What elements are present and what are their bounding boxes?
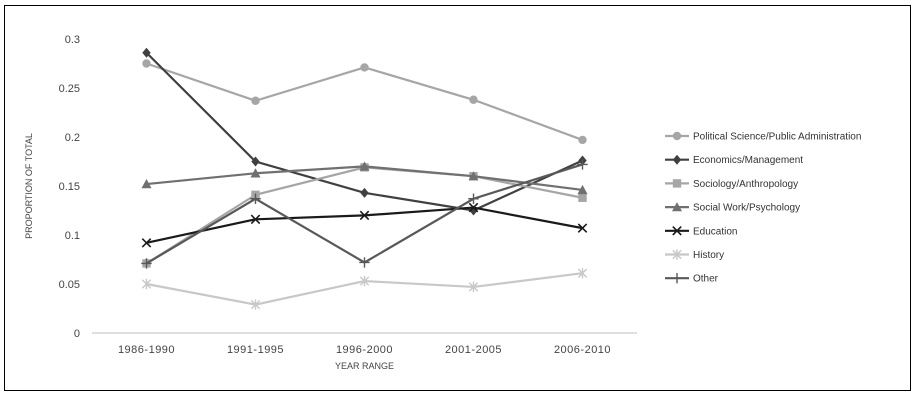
data-point bbox=[468, 171, 479, 181]
legend-entry: Political Science/Public Administration bbox=[665, 132, 861, 143]
line-chart: 0 0.05 0.1 0.15 0.2 0.25 0.3 1986-1990 1991-1995… bbox=[24, 34, 861, 371]
data-point bbox=[577, 223, 588, 233]
series-line bbox=[145, 163, 583, 265]
series-layer bbox=[141, 47, 588, 310]
data-point bbox=[141, 179, 152, 189]
legend-label: Education bbox=[693, 226, 737, 237]
data-point bbox=[250, 214, 261, 225]
y-tick-label: 0.2 bbox=[65, 132, 80, 144]
data-point bbox=[359, 275, 370, 287]
data-point bbox=[468, 281, 479, 293]
data-point bbox=[250, 299, 261, 310]
legend-entry: Other bbox=[665, 273, 719, 285]
data-point bbox=[250, 193, 261, 204]
x-tick-label: 2001-2005 bbox=[445, 344, 502, 356]
legend-entry: Economics/Management bbox=[665, 154, 803, 166]
legend-label: Sociology/Anthropology bbox=[693, 179, 798, 190]
data-point bbox=[142, 47, 151, 58]
legend-marker bbox=[672, 154, 682, 165]
data-point bbox=[468, 202, 479, 213]
legend-entry: History bbox=[665, 249, 724, 261]
legend-marker bbox=[672, 179, 682, 188]
legend-marker bbox=[672, 202, 682, 212]
legend-marker bbox=[672, 226, 682, 236]
series-3 bbox=[141, 161, 588, 195]
data-point bbox=[141, 278, 152, 290]
legend-label: Economics/Management bbox=[693, 155, 803, 166]
series-line bbox=[146, 62, 583, 141]
legend-marker bbox=[671, 273, 683, 284]
x-axis-title: YEAR RANGE bbox=[335, 361, 394, 371]
series-6 bbox=[141, 159, 588, 269]
x-tick-label: 2006-2010 bbox=[554, 344, 611, 356]
data-point bbox=[577, 159, 588, 170]
data-point bbox=[141, 238, 152, 248]
legend-label: Political Science/Public Administration bbox=[693, 132, 861, 143]
series-line bbox=[145, 51, 583, 212]
series-1 bbox=[142, 47, 587, 216]
legend-label: Social Work/Psychology bbox=[693, 203, 800, 214]
legend-entry: Sociology/Anthropology bbox=[665, 179, 798, 190]
chart-frame: 0 0.05 0.1 0.15 0.2 0.25 0.3 1986-1990 1991-1995… bbox=[4, 5, 911, 391]
series-5 bbox=[141, 268, 588, 310]
y-tick-label: 0.25 bbox=[59, 83, 80, 95]
legend: Political Science/Public Administration E… bbox=[665, 132, 861, 285]
data-point bbox=[577, 268, 588, 279]
data-point bbox=[360, 63, 369, 72]
y-tick-label: 0.05 bbox=[59, 279, 80, 291]
y-tick-label: 0.3 bbox=[65, 34, 80, 46]
data-point bbox=[469, 95, 478, 104]
y-axis-title: PROPORTION OF TOTAL bbox=[24, 133, 34, 239]
data-point bbox=[578, 193, 587, 202]
data-point bbox=[359, 257, 370, 268]
data-point bbox=[360, 187, 369, 198]
data-point bbox=[577, 184, 588, 195]
legend-label: Other bbox=[693, 274, 719, 285]
data-point bbox=[359, 210, 370, 221]
data-point bbox=[468, 193, 479, 204]
legend-marker bbox=[672, 131, 682, 141]
data-point bbox=[141, 258, 152, 269]
y-tick-label: 0 bbox=[74, 328, 80, 340]
legend-entry: Social Work/Psychology bbox=[665, 202, 800, 214]
series-0 bbox=[142, 59, 587, 145]
y-tick-label: 0.1 bbox=[65, 230, 80, 242]
data-point bbox=[578, 135, 587, 145]
y-tick-label: 0.15 bbox=[59, 181, 80, 193]
legend-entry: Education bbox=[665, 226, 737, 237]
data-point bbox=[251, 156, 260, 167]
data-point bbox=[251, 96, 260, 105]
data-point bbox=[359, 161, 370, 171]
legend-marker bbox=[672, 249, 682, 260]
x-tick-label: 1991-1995 bbox=[227, 344, 284, 356]
data-point bbox=[250, 168, 261, 178]
x-tick-label: 1996-2000 bbox=[336, 344, 393, 356]
legend-label: History bbox=[693, 250, 724, 261]
axes: 0 0.05 0.1 0.15 0.2 0.25 0.3 1986-1990 1991-1995… bbox=[59, 34, 637, 356]
series-4 bbox=[141, 202, 588, 248]
data-point bbox=[142, 59, 151, 68]
x-tick-label: 1986-1990 bbox=[118, 344, 175, 356]
